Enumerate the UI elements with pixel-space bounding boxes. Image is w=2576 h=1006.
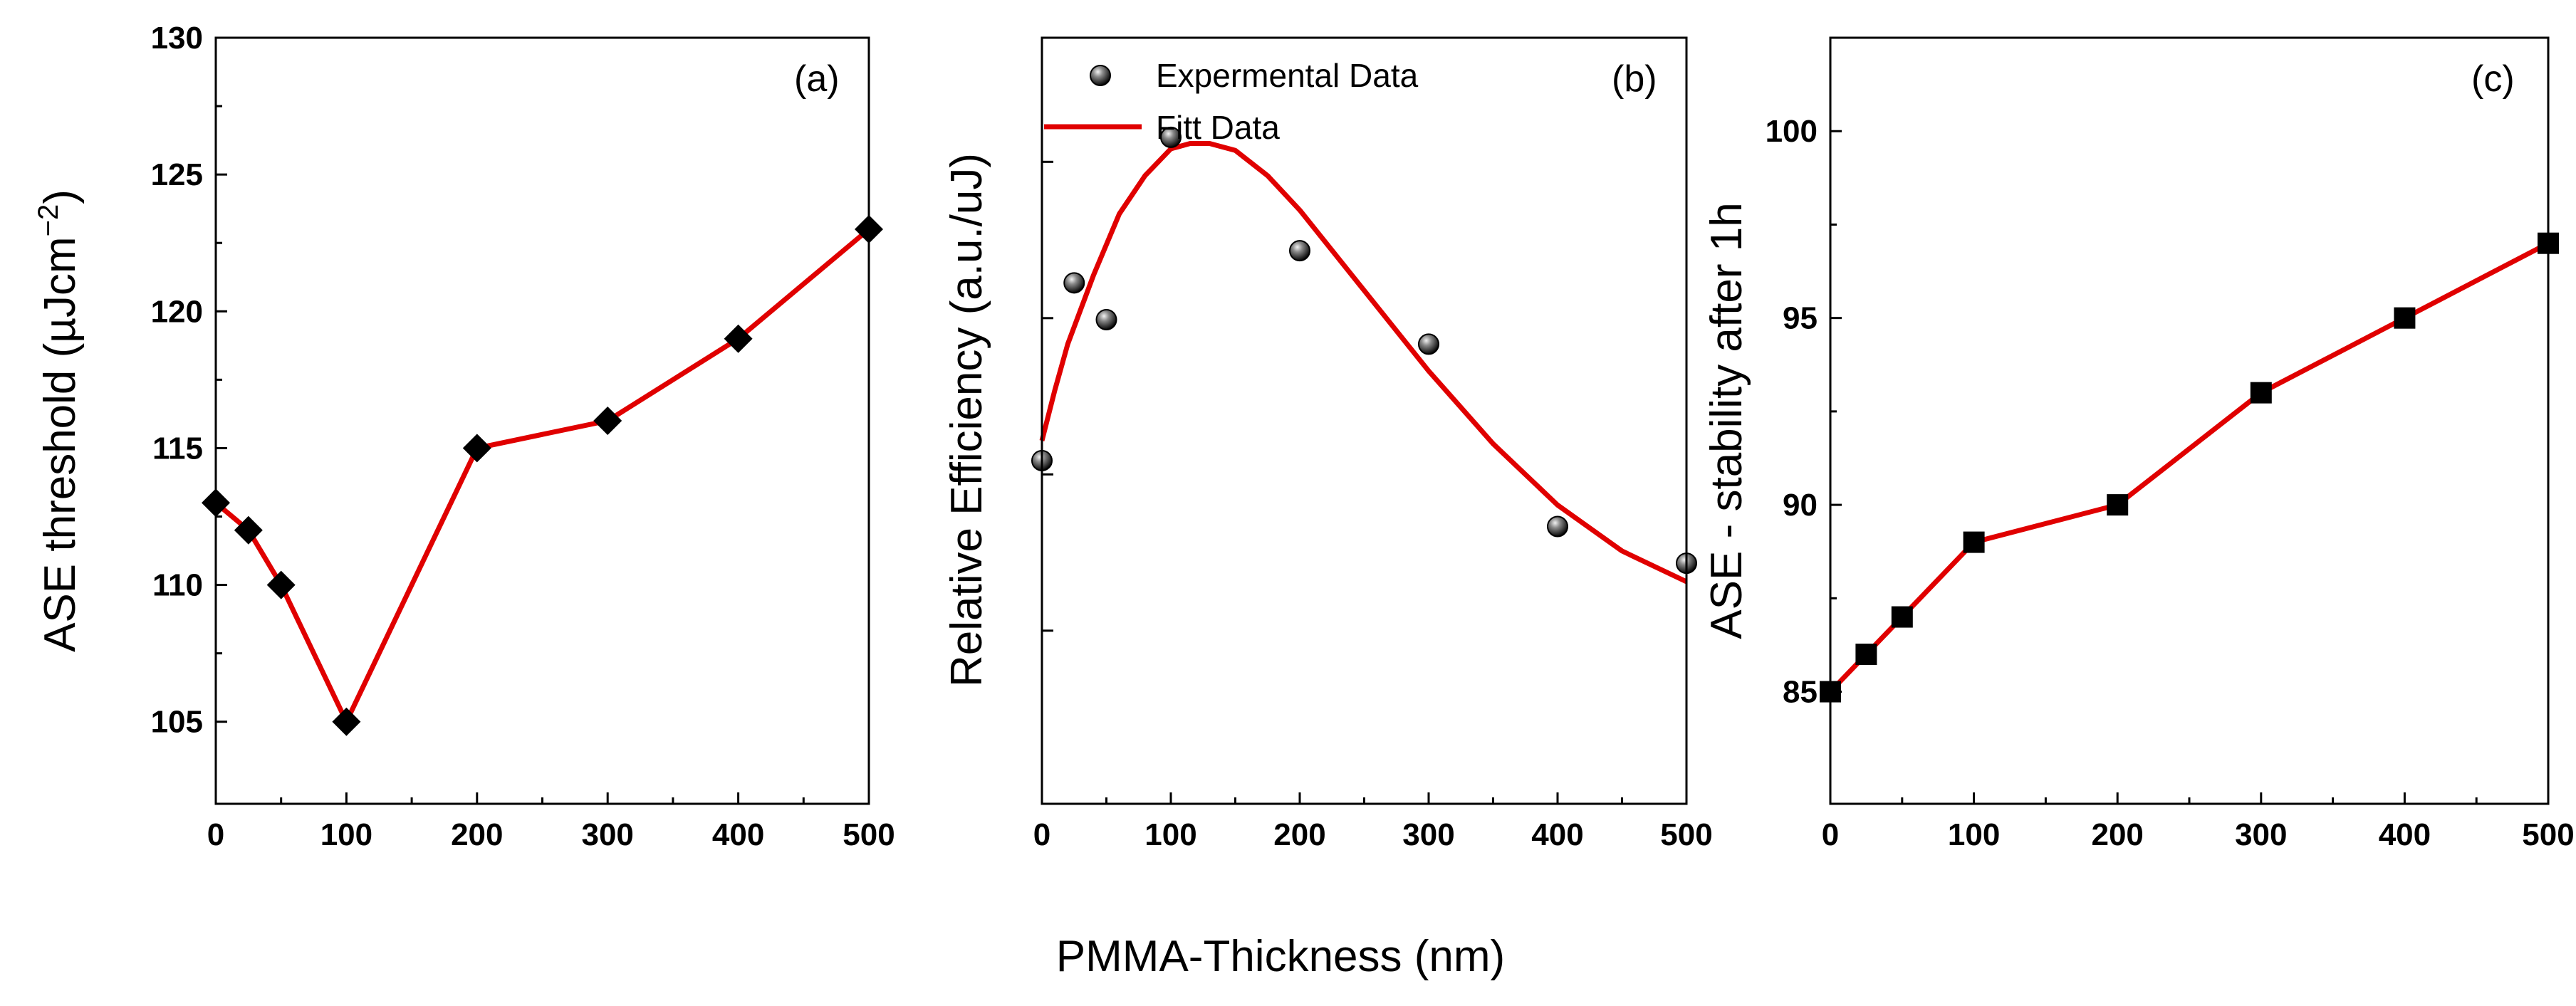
x-tick-label: 200 [451,817,503,852]
panel-a-series [214,227,871,725]
x-tick-label: 500 [843,817,895,852]
x-tick-label: 0 [1033,817,1050,852]
data-point [2394,307,2416,329]
fit-curve [1039,141,1688,585]
x-tick-label: 400 [1531,817,1583,852]
data-point [266,570,296,599]
x-tick-label: 400 [2379,817,2431,852]
y-tick-label: 125 [151,157,203,192]
panel-c-ticks [1829,130,2550,804]
y-tick-label: 130 [151,21,203,56]
panel-a-plot-frame [214,36,870,805]
x-tick-label: 300 [2235,817,2287,852]
y-tick-label: 90 [1783,488,1818,523]
data-point [2107,494,2129,516]
y-tick-label: 120 [151,294,203,329]
panel-c-tag: (c) [2471,58,2515,100]
data-point [1418,333,1439,355]
panel-c-markers [1820,232,2559,703]
panel-a-tag: (a) [794,58,840,100]
panel-a-y-tick-labels: 105 110 115 120 125 130 [151,21,203,740]
panel-c-ylabel: ASE - stability after 1h [1702,202,1751,639]
x-tick-label: 400 [712,817,764,852]
panel-a-ylabel: ASE threshold (µJcm−2) [33,189,85,652]
panel-b-x-tick-labels: 0 100 200 300 400 500 [1033,817,1713,852]
data-point [332,707,361,736]
legend-marker-experimental [1090,65,1111,86]
y-tick-label: 85 [1783,675,1818,710]
y-tick-label: 105 [151,705,203,740]
panel-b-tag: (b) [1612,58,1657,100]
x-tick-label: 500 [1660,817,1712,852]
panel-b-ylabel: Relative Efficiency (a.u./uJ) [942,153,991,687]
data-point [234,515,263,545]
x-tick-label: 0 [207,817,224,852]
shared-x-axis-title: PMMA-Thickness (nm) [1056,932,1505,981]
panel-c-series [1828,241,2550,693]
data-point [1547,515,1568,538]
data-point [1063,272,1085,294]
x-tick-label: 300 [581,817,633,852]
panel-b-ticks [1041,160,1688,804]
x-tick-label: 200 [1273,817,1325,852]
legend-label-experimental: Expermental Data [1156,57,1419,94]
y-tick-label: 100 [1766,114,1818,149]
panel-c-plot-frame [1829,36,2550,805]
data-point [1289,240,1310,262]
series-line [1828,241,2550,693]
panel-b-legend: Expermental Data Fitt Data [1044,57,1419,146]
x-tick-label: 0 [1822,817,1839,852]
y-tick-label: 95 [1783,301,1818,336]
legend-label-fit: Fitt Data [1156,109,1280,146]
x-tick-label: 100 [1144,817,1196,852]
panel-b: 0 100 200 300 400 500 (b) Relative Efficiency… [942,36,1713,852]
data-point [1160,126,1182,148]
panel-c-y-tick-labels: 85 90 95 100 [1766,114,1818,709]
panel-c-x-tick-labels: 0 100 200 300 400 500 [1822,817,2575,852]
data-point [1095,308,1117,330]
data-point [593,407,622,435]
data-point [724,324,753,353]
x-tick-label: 100 [320,817,372,852]
panel-a-ticks [214,36,870,804]
data-point [1855,644,1877,666]
panel-b-plot-frame [1041,36,1688,805]
panel-b-series [1039,141,1688,585]
panel-a-x-tick-labels: 0 100 200 300 400 500 [207,817,895,852]
y-tick-label: 115 [152,431,203,466]
x-tick-label: 500 [2522,817,2574,852]
data-point [1963,531,1985,553]
x-tick-label: 300 [1402,817,1454,852]
data-point [462,434,491,463]
x-tick-label: 200 [2091,817,2143,852]
data-point [1891,606,1913,628]
panel-c: 0 100 200 300 400 500 85 90 95 100 (c) ASE - sta… [1702,36,2575,852]
x-tick-label: 100 [1948,817,2000,852]
data-point [2250,382,2272,404]
series-line [214,227,871,725]
y-tick-label: 110 [152,568,203,603]
panel-a-markers [202,215,883,736]
